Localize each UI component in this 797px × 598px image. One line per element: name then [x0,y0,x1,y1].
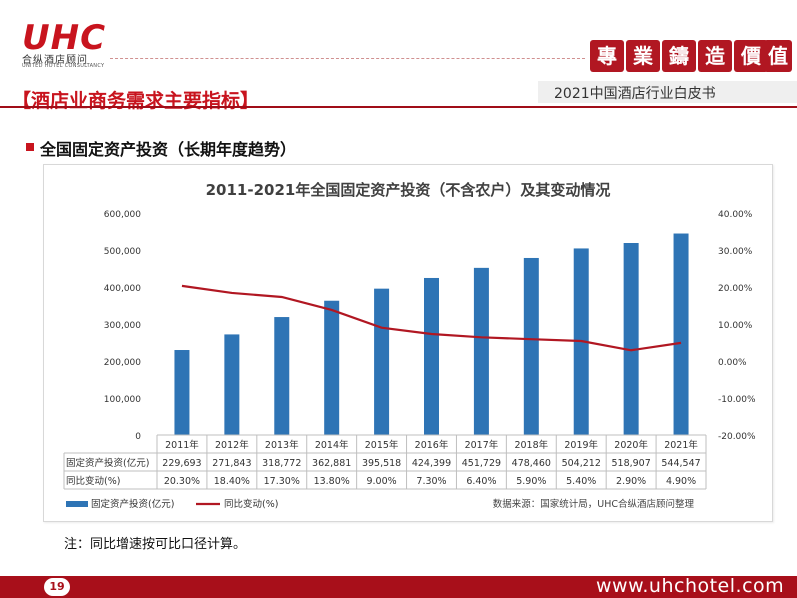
data-label: 229,693 [162,458,201,469]
data-label: 424,399 [412,458,451,469]
page-number-badge [44,578,70,596]
right-axis-tick-label: -20.00% [718,432,756,442]
combo-chart: 2011-2021年全国固定资产投资（不含农户）及其变动情况 0 100,000 20… [63,181,756,510]
left-axis-tick-label: 200,000 [104,358,141,368]
chart-title: 2011-2021年全国固定资产投资（不含农户）及其变动情况 [206,181,611,199]
chart-card: 2011-2021年全国固定资产投资（不含农户）及其变动情况 0 100,000 20… [43,164,773,522]
section-bullet-icon [26,143,34,151]
left-axis-tick-label: 100,000 [104,395,141,405]
right-axis-tick-label: 30.00% [718,247,753,257]
bar [673,233,689,435]
legend-bar-label: 固定资产投资(亿元) [91,498,174,510]
seal-5: 價 [734,40,768,72]
category-label: 2021年 [664,439,698,451]
category-label: 2013年 [265,439,299,451]
topic-title: 【酒店业商务需求主要指标】 [12,90,260,112]
category-label: 2012年 [215,439,249,451]
topic-rule [0,106,797,108]
report-title: 2021中国酒店行业白皮书 [554,86,716,102]
bar [224,334,240,435]
left-axis-tick-label: 400,000 [104,284,141,294]
bar [324,300,340,435]
data-label: 7.30% [416,476,446,487]
logo-english-name: UNITED HOTEL CONSULTANCY [22,63,105,69]
bar [424,277,439,435]
bar [374,288,390,435]
left-axis-tick-label: 300,000 [104,321,141,331]
data-label: 18.40% [214,476,250,487]
category-label: 2019年 [564,439,598,451]
seal-6: 值 [764,40,792,72]
data-label: 2.90% [616,476,646,487]
yoy-line [181,284,682,352]
bar [473,267,489,435]
data-label: 9.00% [366,476,396,487]
footnote: 注：同比增速按可比口径计算。 [64,537,247,552]
legend-bar-swatch [66,501,88,507]
data-label: 518,907 [611,458,650,469]
right-axis-tick-label: 40.00% [718,210,753,220]
data-label: 504,212 [562,458,601,469]
right-axis-tick-label: -10.00% [718,395,756,405]
page-number: 19 [49,580,65,593]
category-label: 2016年 [415,439,449,451]
data-label: 318,772 [262,458,301,469]
left-axis-tick-label: 600,000 [104,210,141,220]
legend-line-label: 同比变动(%) [224,498,278,510]
category-label: 2015年 [365,439,399,451]
bar [623,243,639,435]
data-source: 数据来源：国家统计局，UHC合纵酒店顾问整理 [493,498,695,510]
bar [523,257,539,435]
data-label: 17.30% [264,476,300,487]
seal-1: 專 [590,40,624,72]
data-label: 20.30% [164,476,200,487]
category-label: 2014年 [315,439,349,451]
logo-chinese-name: 合纵酒店顾问 [22,55,88,66]
logo: UHC [22,18,107,58]
header-divider [110,58,585,59]
data-label: 13.80% [314,476,350,487]
left-axis-tick-label: 500,000 [104,247,141,257]
bar [174,350,190,435]
category-label: 2018年 [514,439,548,451]
category-label: 2020年 [614,439,648,451]
seal-4: 造 [698,40,732,72]
category-label: 2011年 [165,439,199,451]
data-label: 478,460 [512,458,551,469]
data-label: 362,881 [312,458,351,469]
data-label: 451,729 [462,458,501,469]
data-label: 395,518 [362,458,401,469]
footer-url: www.uhchotel.com [596,575,785,597]
table-row-label: 同比变动(%) [66,475,120,487]
seal-3: 鑄 [662,40,696,72]
data-label: 544,547 [661,458,700,469]
table-row-label: 固定资产投资(亿元) [66,457,149,469]
data-label: 4.90% [666,476,696,487]
bar [274,317,290,435]
right-axis-tick-label: 20.00% [718,284,753,294]
footer-bar [0,576,797,598]
data-label: 271,843 [212,458,251,469]
data-label: 5.40% [566,476,596,487]
data-label: 6.40% [466,476,496,487]
section-title: 全国固定资产投资（长期年度趋势） [40,140,297,159]
category-label: 2017年 [465,439,499,451]
data-label: 5.90% [516,476,546,487]
right-axis-tick-label: 10.00% [718,321,753,331]
seal-2: 業 [626,40,660,72]
left-axis-tick-label: 0 [135,432,141,442]
right-axis-tick-label: 0.00% [718,358,747,368]
report-title-bar [538,81,797,103]
